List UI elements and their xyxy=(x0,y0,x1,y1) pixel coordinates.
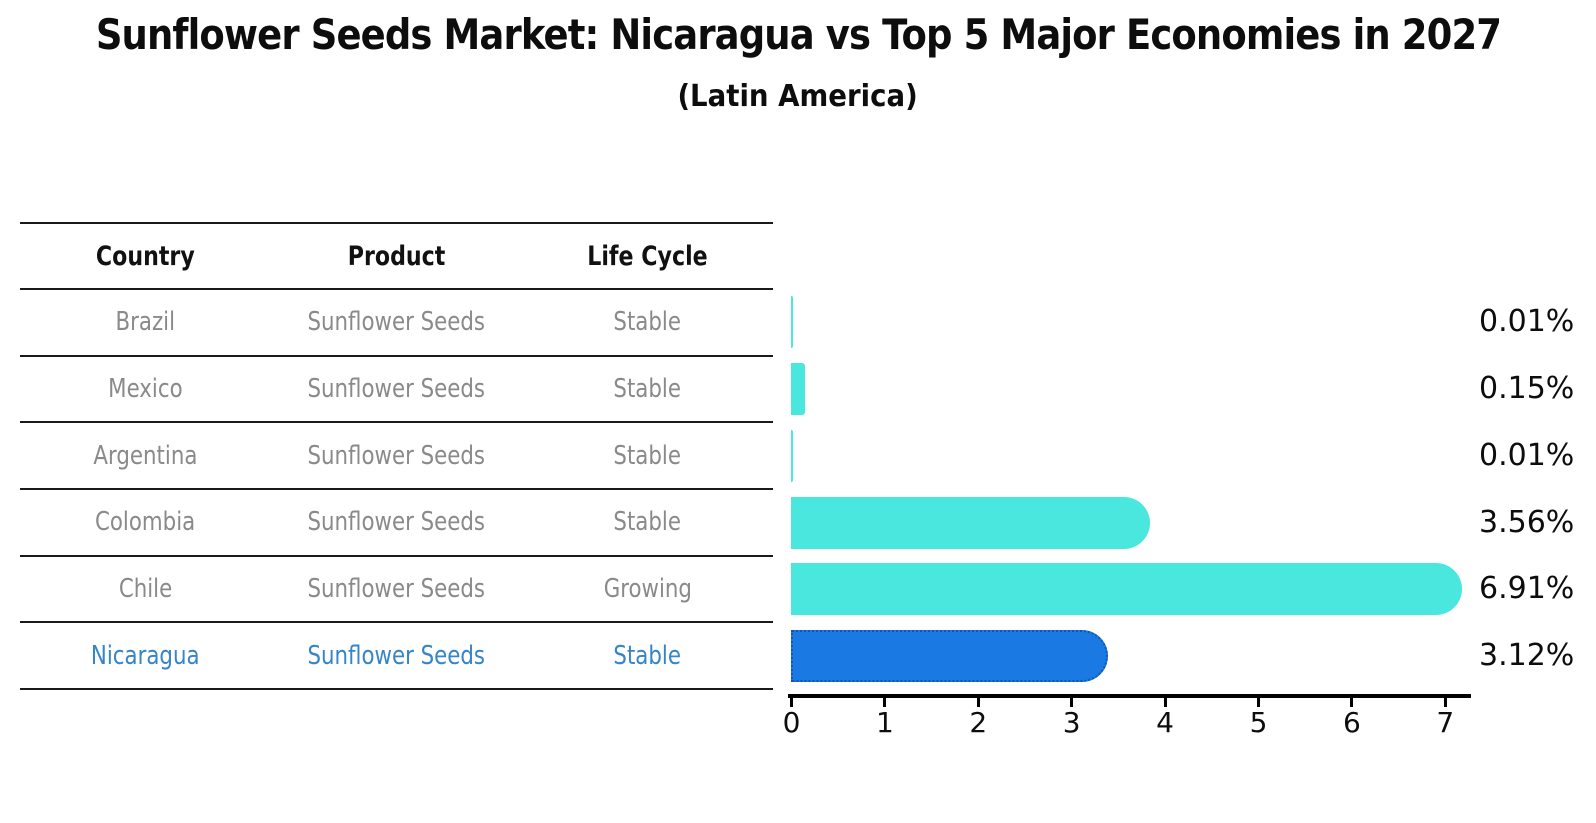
table-row: Nicaragua Sunflower Seeds Stable xyxy=(20,623,773,691)
column-header-life-cycle: Life Cycle xyxy=(522,241,773,272)
cell-product-label: Sunflower Seeds xyxy=(307,307,486,338)
column-header-product: Product xyxy=(271,241,522,272)
cell-country: Colombia xyxy=(20,507,271,537)
column-header-country: Country xyxy=(20,241,271,272)
column-header-country-label: Country xyxy=(96,240,195,272)
cell-life-cycle-label: Stable xyxy=(613,440,682,471)
cell-country-label: Argentina xyxy=(93,440,198,471)
cell-life-cycle-label: Stable xyxy=(613,307,682,338)
cell-product-label: Sunflower Seeds xyxy=(307,574,486,605)
cell-life-cycle: Stable xyxy=(522,507,773,537)
cell-life-cycle: Stable xyxy=(522,307,773,337)
cell-product: Sunflower Seeds xyxy=(271,441,522,471)
column-header-life-cycle-label: Life Cycle xyxy=(587,240,708,272)
page-subtitle: (Latin America) xyxy=(0,79,1596,114)
x-axis-tick xyxy=(1257,697,1260,707)
cell-product-label: Sunflower Seeds xyxy=(307,440,486,471)
x-axis-tick xyxy=(883,697,887,707)
cell-country-label: Mexico xyxy=(108,374,183,405)
cell-product: Sunflower Seeds xyxy=(271,374,522,404)
cell-country-label: Chile xyxy=(118,574,173,605)
bar-chile xyxy=(791,563,1463,616)
cell-life-cycle: Stable xyxy=(522,641,773,671)
cell-country-label: Nicaragua xyxy=(91,640,200,671)
table-row: Colombia Sunflower Seeds Stable xyxy=(20,490,773,557)
x-axis-tick xyxy=(976,697,980,707)
cell-product: Sunflower Seeds xyxy=(271,574,522,604)
cell-product-label: Sunflower Seeds xyxy=(307,640,486,671)
x-axis-tick xyxy=(1163,697,1167,707)
x-axis-tick-label: 2 xyxy=(969,706,988,739)
x-axis-tick-label: 4 xyxy=(1156,706,1174,739)
cell-life-cycle: Growing xyxy=(522,574,773,604)
page-title-text: Sunflower Seeds Market: Nicaragua vs Top… xyxy=(95,10,1502,59)
value-label-chile: 6.91% xyxy=(1479,571,1575,607)
cell-country-label: Brazil xyxy=(115,307,176,338)
table-row: Mexico Sunflower Seeds Stable xyxy=(20,357,773,424)
cell-life-cycle: Stable xyxy=(522,374,773,404)
cell-country: Chile xyxy=(20,574,271,604)
cell-life-cycle: Stable xyxy=(522,441,773,471)
cell-country: Nicaragua xyxy=(20,641,271,671)
page-subtitle-text: (Latin America) xyxy=(677,79,919,114)
x-axis-line xyxy=(788,694,1471,698)
column-header-product-label: Product xyxy=(347,240,446,272)
table-body: Brazil Sunflower Seeds Stable Mexico Sunflow… xyxy=(20,290,773,691)
bar-brazil xyxy=(791,296,793,349)
page-title: Sunflower Seeds Market: Nicaragua vs Top… xyxy=(0,10,1596,59)
value-label-argentina: 0.01% xyxy=(1479,437,1575,473)
cell-life-cycle-label: Stable xyxy=(613,640,682,671)
cell-country: Mexico xyxy=(20,374,271,404)
x-axis-tick xyxy=(1350,697,1354,707)
x-axis-tick xyxy=(1443,697,1447,707)
x-axis-tick-label: 3 xyxy=(1062,706,1081,739)
cell-life-cycle-label: Stable xyxy=(613,374,682,405)
bar-argentina xyxy=(791,429,793,482)
value-label-nicaragua: 3.12% xyxy=(1479,637,1575,673)
table-row: Argentina Sunflower Seeds Stable xyxy=(20,423,773,491)
x-axis-tick-label: 7 xyxy=(1436,706,1455,739)
x-axis-tick xyxy=(1070,697,1074,707)
cell-country: Brazil xyxy=(20,307,271,337)
cell-country-label: Colombia xyxy=(95,507,196,538)
value-label-brazil: 0.01% xyxy=(1479,304,1575,340)
bar-mexico xyxy=(791,363,805,416)
value-label-mexico: 0.15% xyxy=(1479,371,1575,407)
x-axis-tick-label: 1 xyxy=(875,706,894,739)
country-table: Country Product Life Cycle Brazil Sunflow… xyxy=(20,222,773,691)
cell-product: Sunflower Seeds xyxy=(271,507,522,537)
cell-product: Sunflower Seeds xyxy=(271,641,522,671)
cell-life-cycle-label: Growing xyxy=(603,574,692,605)
cell-product-label: Sunflower Seeds xyxy=(307,507,486,538)
table-header-row: Country Product Life Cycle xyxy=(20,224,773,290)
cell-country: Argentina xyxy=(20,441,271,471)
bar-colombia xyxy=(791,496,1150,549)
cell-life-cycle-label: Stable xyxy=(613,507,682,538)
cell-product-label: Sunflower Seeds xyxy=(307,374,486,405)
x-axis-tick xyxy=(790,697,793,707)
x-axis-tick-label: 5 xyxy=(1249,706,1268,739)
value-label-colombia: 3.56% xyxy=(1479,504,1575,540)
cell-product: Sunflower Seeds xyxy=(271,307,522,337)
table-row: Brazil Sunflower Seeds Stable xyxy=(20,290,773,357)
x-axis-tick-label: 0 xyxy=(782,706,801,739)
table-row: Chile Sunflower Seeds Growing xyxy=(20,557,773,624)
x-axis-tick-label: 6 xyxy=(1342,706,1361,739)
bar-nicaragua xyxy=(791,629,1109,682)
